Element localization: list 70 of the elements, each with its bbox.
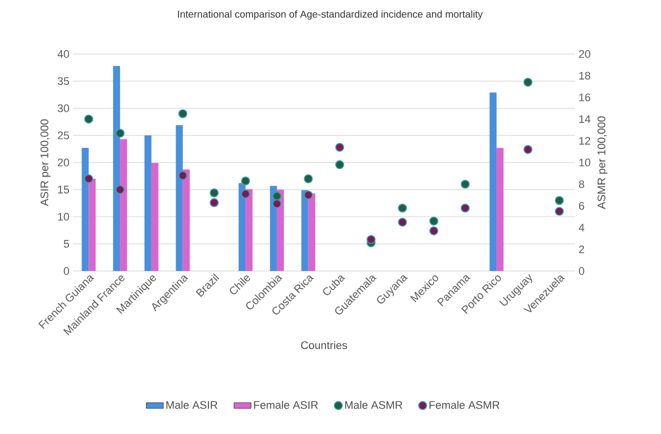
point [116,128,125,138]
bar [490,92,497,271]
point [304,174,313,184]
bar [301,190,308,271]
y2-tick-label: 12 [579,136,590,145]
bar [144,135,152,271]
point [335,160,344,170]
bar [308,193,316,271]
y-tick-label: 25 [58,132,70,140]
chart-title: International comparison of Age-standardized incidence and mortality [178,10,483,20]
y-tick-label: 10 [58,212,70,221]
y-tick-label: 5 [64,240,70,248]
bar [113,66,120,271]
point [554,196,564,205]
bar [176,125,183,271]
bar [120,139,128,271]
y2-tick-label: 14 [579,115,590,123]
y-tick-label: 15 [58,186,70,194]
point [272,199,282,208]
point [84,174,94,184]
point [398,218,407,227]
y-tick-label: 20 [58,158,70,166]
point [429,216,438,226]
point [460,180,470,189]
y2-tick-label: 0 [578,267,584,275]
point [554,206,564,216]
point [335,142,344,152]
y2-axis-title: ASMR per 100,000 [598,116,608,210]
legend-label: Male ASMR [345,400,402,409]
legend-label: Male ASIR [166,400,218,409]
point [210,198,219,208]
point [210,188,219,198]
point [84,114,94,124]
point [523,144,532,154]
bar [270,186,277,271]
point [523,78,532,87]
point [429,226,438,236]
bar [238,183,246,271]
y2-tick-label: 6 [579,202,584,210]
point [241,189,250,198]
y-axis-title: ASIR per 100,000 [40,119,50,206]
y2-tick-label: 4 [578,224,584,232]
x-axis-title: Countries [301,341,348,350]
y-tick-label: 40 [58,50,70,58]
legend-label: Female ASMR [430,400,500,409]
y2-tick-label: 18 [579,72,590,80]
point [460,204,470,213]
y-tick-label: 0 [64,267,70,275]
point [366,235,376,244]
legend-label: Female ASIR [254,400,318,409]
point [272,192,282,201]
y2-tick-label: 8 [578,180,584,188]
y-tick-label: 35 [58,77,70,86]
point [116,185,125,194]
y2-tick-label: 2 [579,245,584,254]
bar [151,163,158,271]
bar [182,170,190,271]
point [178,109,188,118]
bar [246,189,253,271]
point [241,176,250,186]
bar [496,148,504,271]
y2-tick-label: 16 [579,94,590,102]
point [178,171,188,180]
bar [82,148,89,271]
y2-tick-label: 10 [579,158,590,166]
point [398,204,407,213]
y-tick-label: 30 [58,104,70,112]
y2-tick-label: 20 [579,50,590,58]
point [304,190,313,200]
bar [88,178,96,271]
